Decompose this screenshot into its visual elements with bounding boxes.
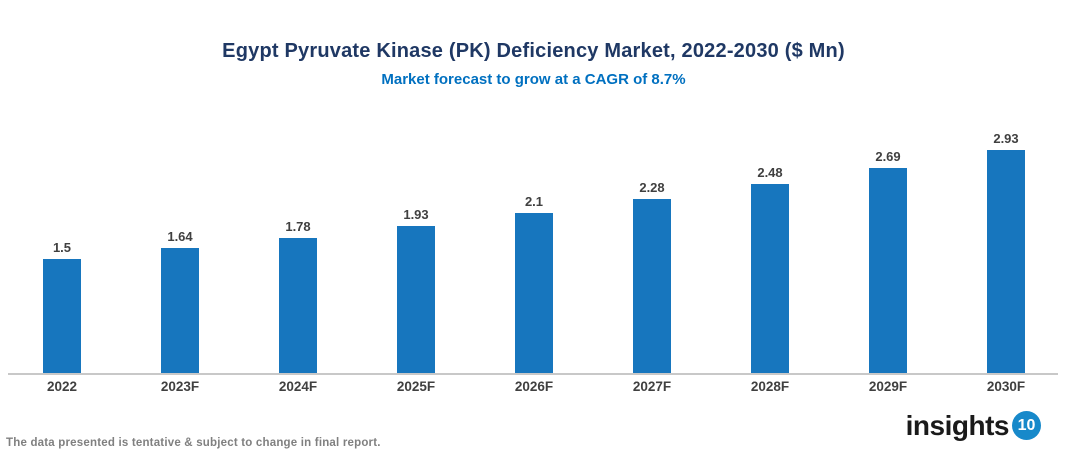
bar-column: 2.28 <box>593 180 711 374</box>
x-axis-label: 2022 <box>46 379 78 394</box>
bar <box>397 226 435 374</box>
bar-column: 1.93 <box>357 207 475 374</box>
x-axis-label: 2026F <box>514 379 554 394</box>
bar-value-label: 1.78 <box>285 219 311 234</box>
logo-badge-10: 10 <box>1012 411 1041 440</box>
x-axis-labels: 2022 2023F 2024F 2025F 2026F 2027F 2028F 2029F 2… <box>3 379 1065 394</box>
footer-disclaimer: The data presented is tentative & subjec… <box>6 437 381 449</box>
bar <box>633 199 671 374</box>
bar <box>751 184 789 374</box>
bar <box>161 248 199 374</box>
bar-column: 2.69 <box>829 149 947 374</box>
x-axis-label: 2028F <box>750 379 790 394</box>
bar-value-label: 1.64 <box>167 229 193 244</box>
bar-value-label: 1.93 <box>403 207 429 222</box>
x-axis-label: 2030F <box>986 379 1026 394</box>
bar-value-label: 2.69 <box>875 149 901 164</box>
x-axis-line <box>8 373 1058 375</box>
chart-subtitle: Market forecast to grow at a CAGR of 8.7… <box>381 71 686 88</box>
logo-wordmark: insights <box>905 409 1010 441</box>
bar <box>43 259 81 374</box>
x-axis-label: 2029F <box>868 379 908 394</box>
bar-column: 2.1 <box>475 194 593 374</box>
x-axis-label: 2025F <box>396 379 436 394</box>
chart-title: Egypt Pyruvate Kinase (PK) Deficiency Ma… <box>222 40 845 62</box>
bar-column: 1.78 <box>239 219 357 374</box>
x-axis-label: 2023F <box>160 379 200 394</box>
bar-column: 1.5 <box>3 240 121 374</box>
bar <box>987 150 1025 374</box>
bar-column: 2.93 <box>947 131 1065 374</box>
bar-value-label: 2.28 <box>639 180 665 195</box>
x-axis-label: 2027F <box>632 379 672 394</box>
bar-chart: 1.5 1.64 1.78 1.93 2.1 2.28 2.48 2.69 2.93 <box>3 126 1065 374</box>
bar-value-label: 2.48 <box>757 165 783 180</box>
bar-value-label: 1.5 <box>52 240 72 255</box>
bar <box>279 238 317 374</box>
bar-column: 2.48 <box>711 165 829 374</box>
bar <box>869 168 907 374</box>
insights10-logo: insights 10 <box>906 411 1041 440</box>
bar-column: 1.64 <box>121 229 239 374</box>
bar-value-label: 2.1 <box>524 194 544 209</box>
bar-value-label: 2.93 <box>993 131 1019 146</box>
x-axis-label: 2024F <box>278 379 318 394</box>
bar <box>515 213 553 374</box>
